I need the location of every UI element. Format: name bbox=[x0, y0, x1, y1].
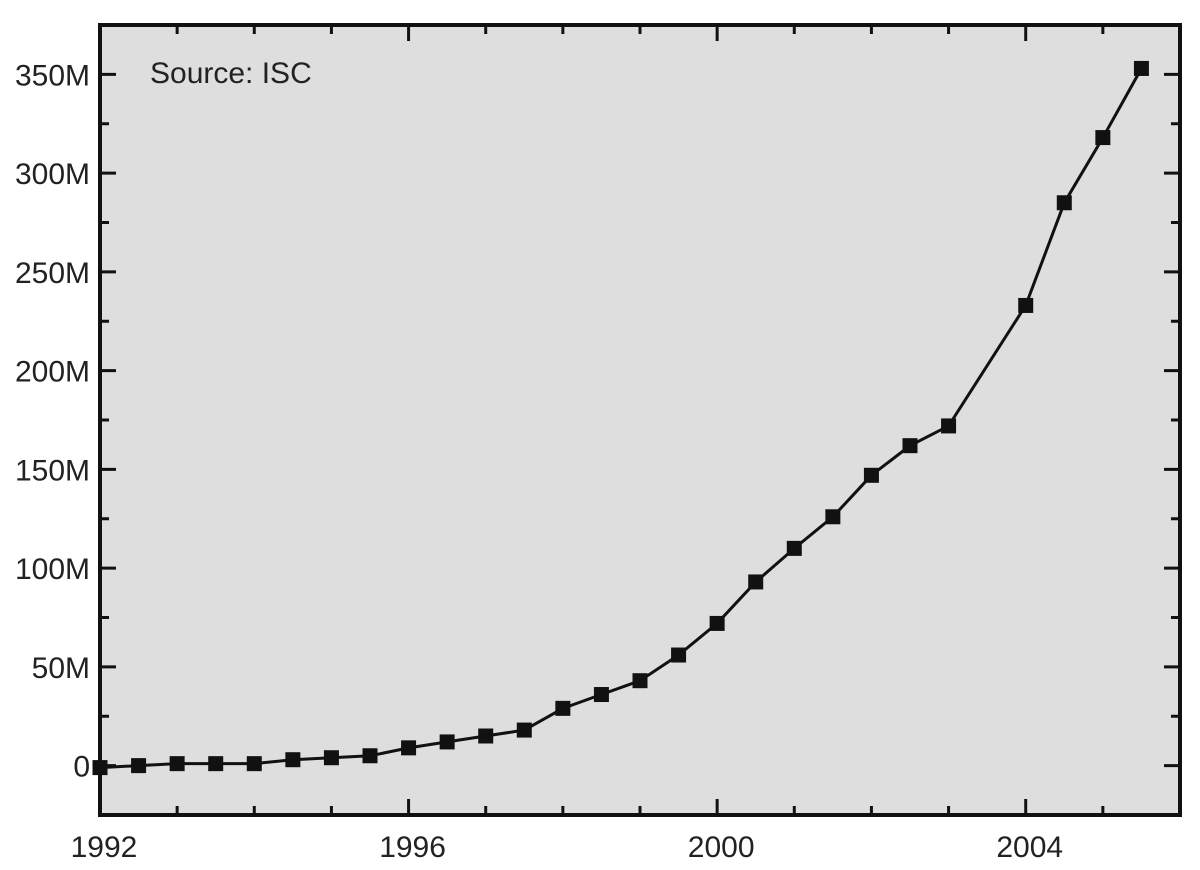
y-tick-label: 200M bbox=[15, 356, 90, 389]
data-point bbox=[208, 756, 224, 772]
y-tick-label: 50M bbox=[32, 652, 90, 685]
data-point bbox=[863, 467, 879, 483]
plot-frame bbox=[98, 23, 1182, 817]
data-point bbox=[362, 748, 378, 764]
plot-background bbox=[100, 25, 1180, 815]
data-point bbox=[555, 700, 571, 716]
data-point bbox=[478, 728, 494, 744]
data-markers bbox=[92, 60, 1149, 776]
data-point bbox=[516, 722, 532, 738]
y-tick-label: 250M bbox=[15, 257, 90, 290]
data-point bbox=[1133, 60, 1149, 76]
y-tick-label: 300M bbox=[15, 158, 90, 191]
data-point bbox=[825, 509, 841, 525]
y-tick-label: 150M bbox=[15, 454, 90, 487]
x-tick-label: 1992 bbox=[71, 831, 138, 864]
data-point bbox=[902, 438, 918, 454]
source-annotation: Source: ISC bbox=[150, 57, 312, 90]
data-point bbox=[1056, 195, 1072, 211]
x-tick-labels: 1992 1996 2000 2004 bbox=[71, 831, 1063, 864]
data-point bbox=[632, 673, 648, 689]
data-point bbox=[593, 687, 609, 703]
data-point bbox=[671, 647, 687, 663]
data-point bbox=[941, 418, 957, 434]
data-point bbox=[285, 752, 301, 768]
data-point bbox=[439, 734, 455, 750]
data-point bbox=[748, 574, 764, 590]
y-tick-labels: 0 50M 100M 150M 200M 250M 300M 350M bbox=[15, 59, 90, 783]
y-tick-label: 100M bbox=[15, 553, 90, 586]
y-tick-label: 0 bbox=[73, 751, 90, 784]
data-point bbox=[323, 750, 339, 766]
y-tick-label: 350M bbox=[15, 59, 90, 92]
data-point bbox=[709, 615, 725, 631]
data-point bbox=[131, 758, 147, 774]
x-tick-label: 1996 bbox=[379, 831, 446, 864]
data-point bbox=[1018, 297, 1034, 313]
x-tick-label: 2004 bbox=[996, 831, 1063, 864]
data-point bbox=[401, 740, 417, 756]
data-point bbox=[786, 540, 802, 556]
data-point bbox=[246, 756, 262, 772]
x-tick-label: 2000 bbox=[688, 831, 755, 864]
data-point bbox=[169, 756, 185, 772]
data-point bbox=[1095, 130, 1111, 146]
